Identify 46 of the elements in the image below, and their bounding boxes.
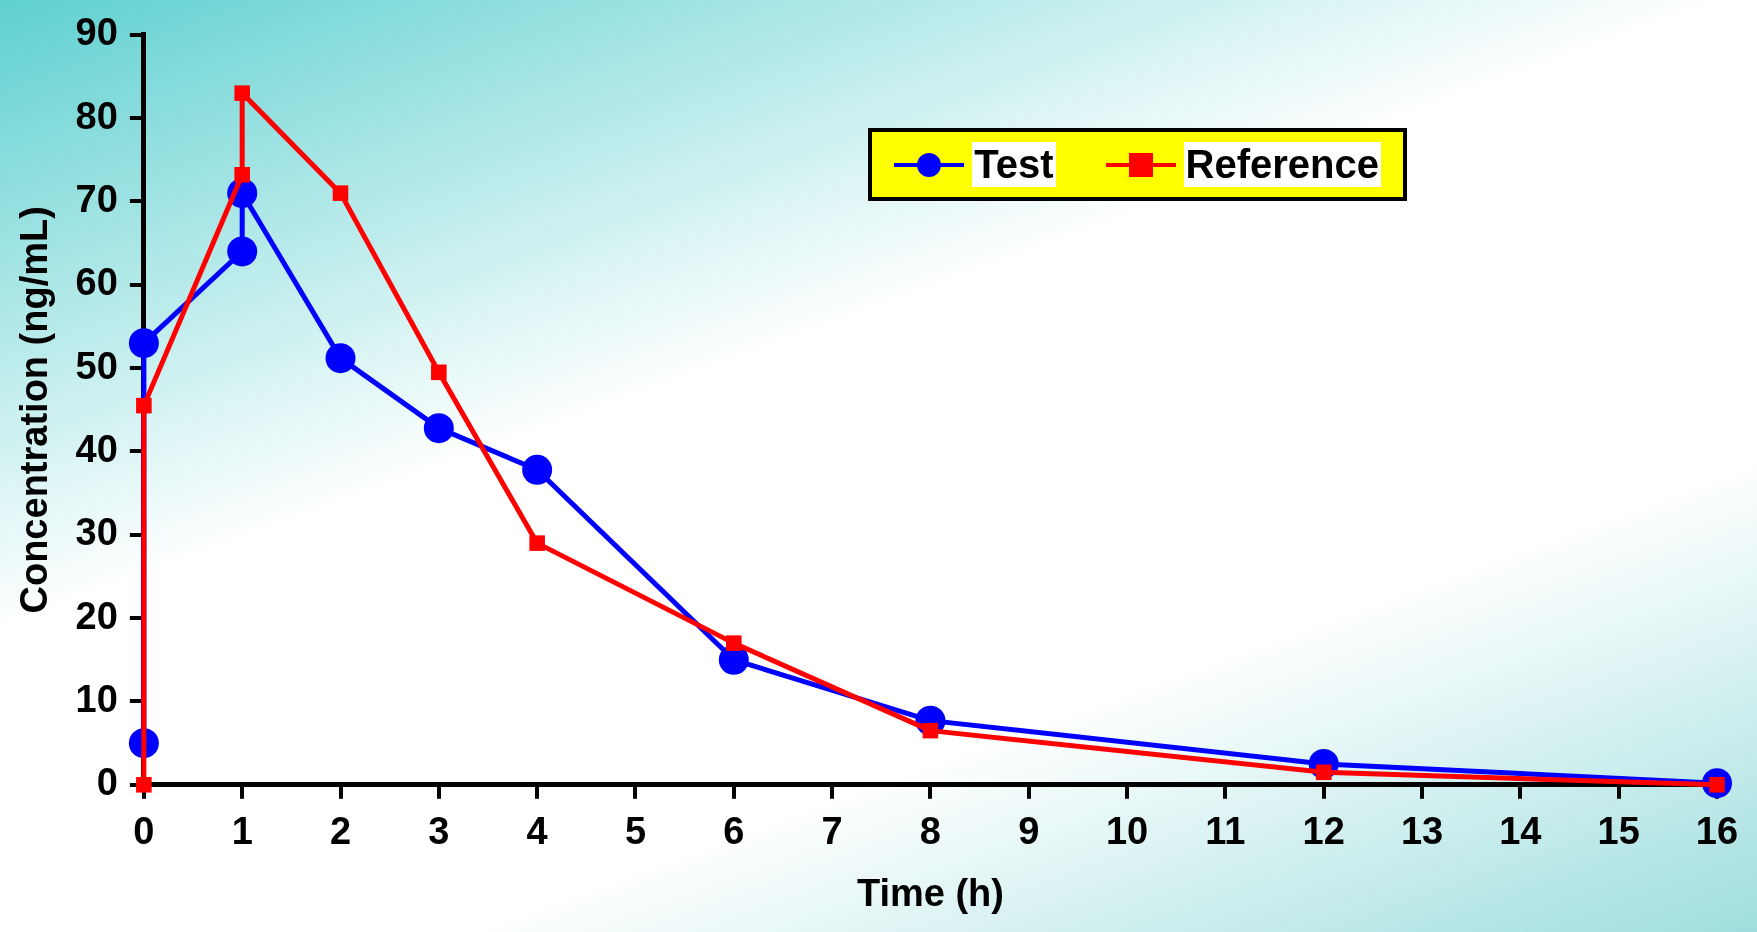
x-axis-title: Time (h) [856,871,1004,914]
x-tick-label: 3 [428,810,450,853]
point [726,635,742,651]
y-tick-label: 60 [75,261,118,304]
point [529,535,545,551]
x-tick-label: 2 [329,810,352,853]
x-tick-label: 4 [526,810,548,853]
point [325,343,356,374]
y-tick-label: 40 [75,427,118,470]
y-tick-label: 70 [75,177,118,220]
y-axis-title: Concentration (ng/mL) [13,206,56,614]
x-tick-label: 1 [231,810,253,853]
x-tick-label: 12 [1302,810,1345,853]
point [332,185,349,201]
x-tick-label: 9 [1018,810,1040,853]
y-tick-label: 20 [75,594,118,637]
x-tick-label: 7 [821,810,843,853]
y-tick-label: 50 [75,344,118,387]
x-tick-label: 16 [1695,810,1739,853]
x-tick-label: 13 [1400,810,1444,853]
x-tick-label: 5 [624,810,647,853]
x-tick-label: 8 [919,810,941,853]
x-tick-label: 6 [723,810,745,853]
point [522,454,553,485]
x-tick-label: 14 [1499,810,1542,853]
y-tick-label: 10 [75,677,118,720]
point [431,364,447,381]
legend-label: Reference [1183,142,1381,187]
point [922,722,939,739]
y-tick-label: 0 [96,761,118,804]
x-tick-label: 11 [1205,810,1246,853]
x-tick-label: 0 [133,810,155,853]
x-tick-label: 15 [1597,810,1640,853]
point [136,397,152,414]
point [423,413,454,444]
y-tick-label: 30 [75,511,118,554]
point [234,167,250,183]
legend-label: Test [972,142,1056,187]
x-tick-label: 10 [1105,810,1149,853]
point [227,236,258,267]
point [234,85,250,101]
y-tick-label: 80 [75,94,118,137]
point [136,777,152,793]
y-tick-label: 90 [75,11,118,54]
point [128,328,159,359]
point [1315,764,1332,781]
